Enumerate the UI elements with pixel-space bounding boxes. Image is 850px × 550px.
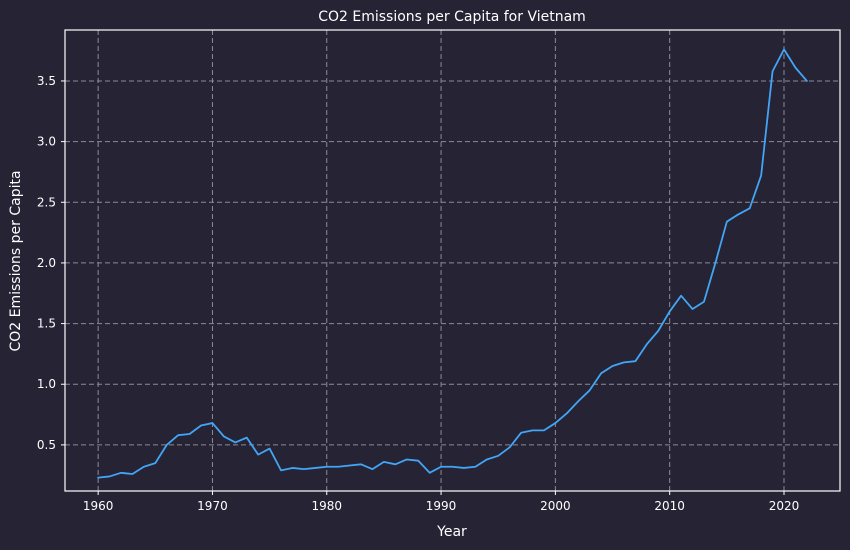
y-axis-label: CO2 Emissions per Capita <box>8 170 24 351</box>
y-tick-label: 1.0 <box>37 377 56 391</box>
ticks: 1960 1970 1980 1990 2000 2010 2020 0.5 1.0 1.5 2.0… <box>37 74 799 513</box>
emissions-series-line <box>97 48 808 479</box>
grid <box>65 30 840 491</box>
axes-frame <box>64 29 841 492</box>
x-axis-label: Year <box>436 524 467 540</box>
chart-title: CO2 Emissions per Capita for Vietnam <box>318 9 586 25</box>
x-tick-label: 1980 <box>311 499 342 513</box>
x-tick-label: 1990 <box>426 499 457 513</box>
x-tick-label: 1960 <box>83 499 114 513</box>
x-tick-label: 1970 <box>197 499 228 513</box>
y-tick-label: 3.0 <box>37 135 56 149</box>
y-tick-label: 2.5 <box>37 195 56 209</box>
y-tick-label: 1.5 <box>37 317 56 331</box>
x-tick-label: 2010 <box>654 499 685 513</box>
y-tick-label: 3.5 <box>37 74 56 88</box>
series-layer <box>97 48 808 479</box>
y-tick-label: 2.0 <box>37 256 56 270</box>
x-tick-label: 2000 <box>540 499 571 513</box>
x-tick-label: 2020 <box>769 499 800 513</box>
y-tick-label: 0.5 <box>37 438 56 452</box>
